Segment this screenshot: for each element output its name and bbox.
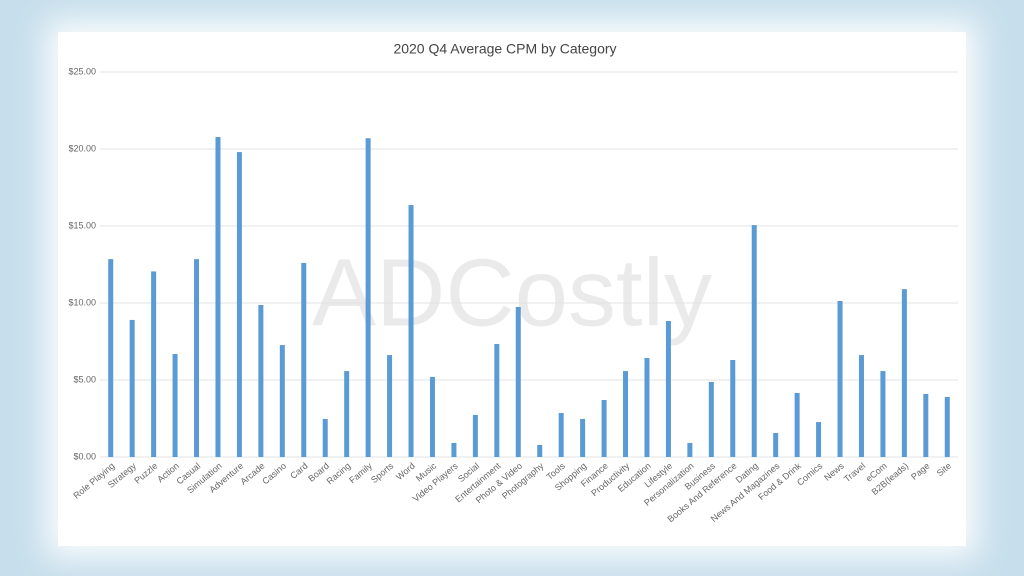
bar bbox=[365, 138, 371, 457]
x-tick-label: Word bbox=[394, 461, 417, 482]
bar bbox=[194, 259, 200, 457]
x-tick-label: Site bbox=[935, 461, 953, 479]
bar bbox=[151, 271, 157, 457]
bar bbox=[215, 136, 221, 457]
y-tick-label: $25.00 bbox=[68, 66, 96, 76]
bar bbox=[108, 259, 114, 457]
y-tick-label: $20.00 bbox=[68, 143, 96, 153]
x-tick-label: Family bbox=[347, 460, 374, 485]
bar bbox=[387, 355, 393, 457]
bar bbox=[580, 418, 586, 457]
bar bbox=[794, 392, 800, 457]
bar bbox=[537, 444, 543, 457]
bar bbox=[730, 359, 736, 457]
bar bbox=[751, 225, 757, 457]
bar bbox=[944, 396, 950, 457]
bar bbox=[858, 355, 864, 457]
y-tick-label: $10.00 bbox=[68, 297, 96, 307]
y-tick-label: $0.00 bbox=[73, 451, 96, 461]
bar bbox=[344, 371, 350, 457]
bar bbox=[773, 432, 779, 457]
bar bbox=[451, 442, 457, 457]
bar bbox=[301, 262, 307, 457]
bar bbox=[494, 343, 500, 457]
bar bbox=[816, 422, 822, 457]
bar bbox=[429, 376, 435, 457]
y-tick-label: $15.00 bbox=[68, 220, 96, 230]
x-tick-label: Travel bbox=[842, 461, 867, 485]
bar bbox=[880, 371, 886, 457]
x-tick-label: Page bbox=[909, 461, 932, 482]
bar bbox=[172, 353, 178, 457]
bar bbox=[687, 442, 693, 457]
bar bbox=[901, 289, 907, 457]
bar bbox=[472, 414, 478, 457]
bar bbox=[837, 300, 843, 457]
bar bbox=[279, 345, 285, 457]
bar bbox=[623, 371, 629, 457]
bar bbox=[129, 319, 135, 457]
bar bbox=[258, 305, 264, 457]
chart-card bbox=[58, 32, 966, 546]
bar bbox=[515, 307, 521, 457]
bar bbox=[601, 400, 607, 457]
x-tick-label: News bbox=[822, 460, 846, 482]
chart-title: 2020 Q4 Average CPM by Category bbox=[393, 41, 616, 57]
x-tick-label: Puzzle bbox=[132, 461, 159, 486]
y-tick-label: $5.00 bbox=[73, 374, 96, 384]
bar bbox=[644, 357, 650, 457]
x-tick-label: Casino bbox=[260, 461, 288, 487]
bar bbox=[558, 412, 564, 457]
bar bbox=[322, 418, 328, 457]
watermark: ADCostly bbox=[312, 239, 712, 346]
x-tick-label: Sports bbox=[369, 460, 396, 485]
bar bbox=[408, 205, 414, 457]
bar bbox=[236, 152, 242, 457]
x-tick-label: Racing bbox=[325, 461, 353, 487]
bar bbox=[665, 321, 671, 457]
bar bbox=[923, 394, 929, 457]
bar bbox=[708, 382, 714, 457]
